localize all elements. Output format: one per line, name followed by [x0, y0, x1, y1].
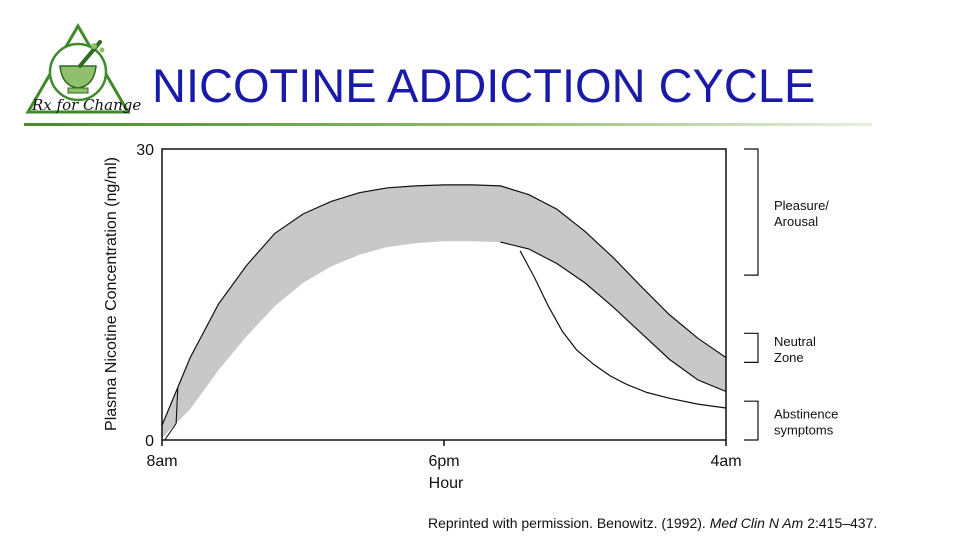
legend-bracket — [744, 400, 759, 441]
citation-prefix: Reprinted with permission. Benowitz. (19… — [428, 515, 710, 531]
citation-suffix: 2:415–437. — [803, 515, 878, 531]
legend-label: Abstinence — [774, 407, 838, 422]
x-axis-label: Hour — [429, 475, 464, 492]
range-band — [162, 184, 726, 439]
rx-for-change-logo: Rx for Change — [22, 20, 141, 124]
y-axis-label: Plasma Nicotine Concentration (ng/ml) — [103, 157, 120, 431]
mortar-pestle-icon — [25, 23, 131, 114]
legend-label: Neutral — [774, 334, 816, 349]
legend-bracket — [744, 332, 759, 363]
abstinence-curve — [519, 250, 727, 409]
nicotine-chart: 8am 6pm 4am 0 30 Plasma Nicotine Concentrati… — [103, 142, 838, 492]
legend-bracket — [744, 148, 759, 276]
citation: Reprinted with permission. Benowitz. (19… — [428, 515, 877, 531]
band-lower-edge — [500, 241, 727, 393]
x-tick-label: 6pm — [428, 453, 459, 470]
y-tick-label: 30 — [136, 142, 154, 159]
logo-text: Rx for Change — [32, 96, 142, 114]
citation-journal: Med Clin N Am — [709, 515, 804, 531]
x-tick-label: 8am — [146, 453, 177, 470]
title-divider — [24, 123, 872, 126]
legend-label: symptoms — [774, 423, 834, 438]
legend-label: Arousal — [774, 214, 818, 229]
legend-label: Zone — [774, 350, 804, 365]
band-upper-edge — [161, 184, 727, 426]
smoking-sawtooth-line — [164, 388, 179, 441]
y-tick-label: 0 — [145, 433, 154, 450]
x-tick-label: 4am — [710, 453, 741, 470]
page-title: NICOTINE ADDICTION CYCLE — [152, 59, 816, 112]
legend-label: Pleasure/ — [774, 198, 829, 213]
